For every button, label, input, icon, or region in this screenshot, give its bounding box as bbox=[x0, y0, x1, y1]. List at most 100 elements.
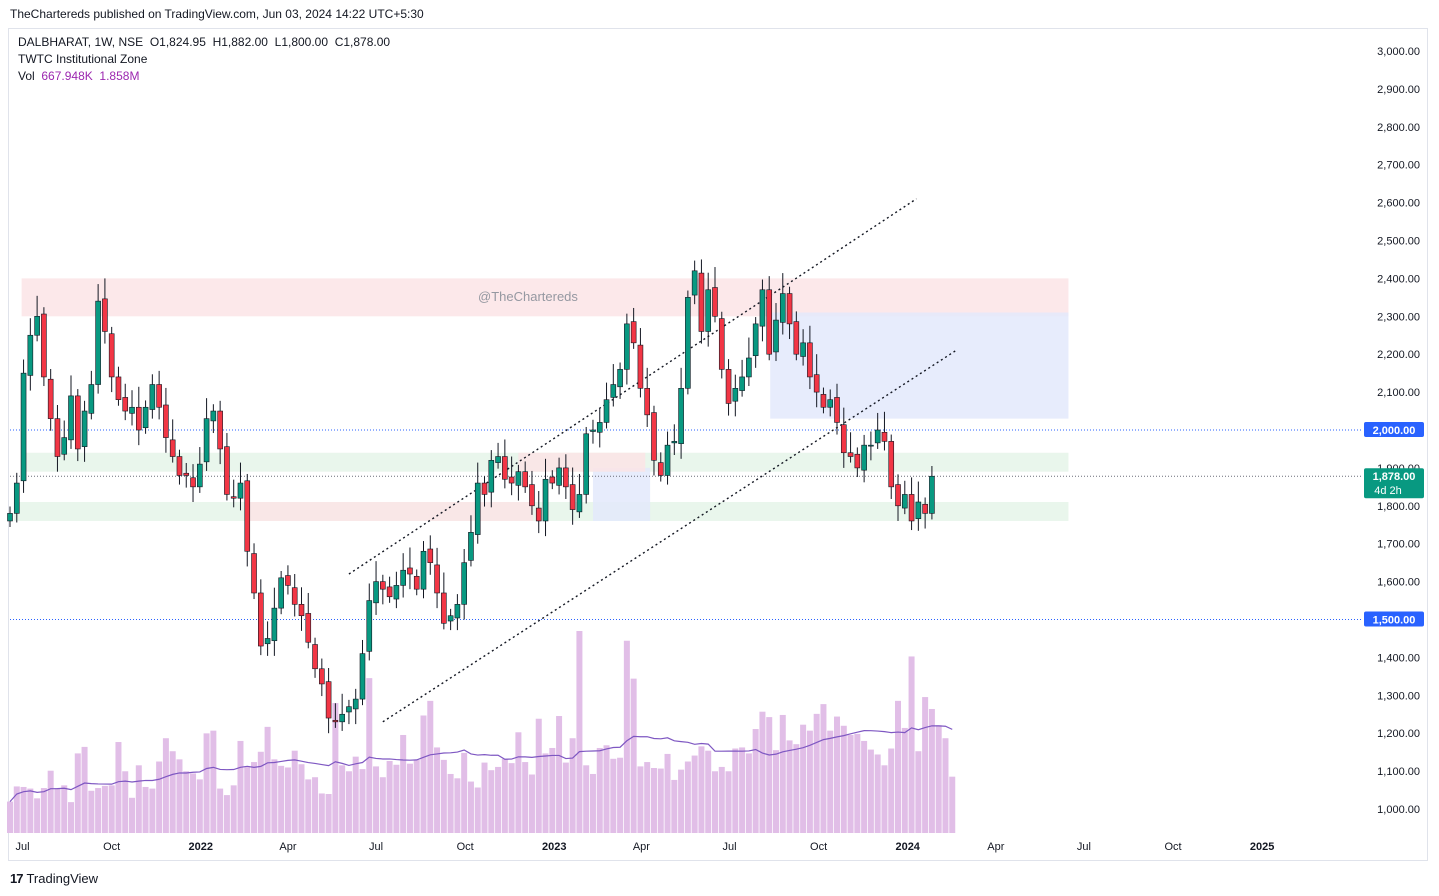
volume-bar bbox=[928, 708, 935, 833]
volume-bar bbox=[617, 757, 624, 833]
candle-body bbox=[441, 592, 447, 624]
chart-frame[interactable] bbox=[8, 28, 1428, 861]
candle-body bbox=[210, 410, 217, 422]
candle-body bbox=[807, 342, 813, 378]
y-tick-label: 2,800.00 bbox=[1377, 122, 1420, 134]
candle-body bbox=[461, 562, 467, 605]
volume-bar bbox=[454, 778, 461, 833]
vol-label[interactable]: Vol bbox=[18, 69, 35, 83]
volume-bar bbox=[366, 678, 373, 833]
volume-bar bbox=[373, 766, 380, 833]
candle-body bbox=[271, 607, 278, 642]
volume-bar bbox=[318, 793, 325, 833]
volume-bar bbox=[603, 745, 610, 833]
volume-bar bbox=[569, 738, 576, 833]
close-value: 1,878.00 bbox=[343, 35, 391, 49]
candle-body bbox=[542, 478, 549, 522]
badge-2000-text: 2,000.00 bbox=[1373, 425, 1416, 437]
candle-body bbox=[74, 395, 81, 450]
volume-bar bbox=[895, 700, 902, 833]
volume-bar bbox=[176, 759, 183, 833]
candle-body bbox=[495, 456, 501, 463]
trendline-0 bbox=[348, 198, 917, 575]
candle-body bbox=[793, 321, 800, 355]
volume-bar bbox=[935, 725, 942, 833]
candle-body bbox=[888, 441, 895, 488]
volume-bar bbox=[718, 766, 725, 833]
vol-ma-value: 1.858M bbox=[99, 69, 140, 83]
volume-bar bbox=[535, 718, 542, 833]
high-value: 1,882.00 bbox=[221, 35, 268, 49]
volume-bar bbox=[793, 744, 800, 833]
volume-bar bbox=[949, 776, 956, 833]
volume-bar bbox=[68, 802, 75, 833]
volume-bar bbox=[637, 766, 644, 833]
y-tick-label: 3,000.00 bbox=[1377, 46, 1420, 58]
candle-body bbox=[278, 577, 284, 609]
candle-body bbox=[81, 410, 88, 447]
volume-bar bbox=[461, 752, 468, 833]
volume-bar bbox=[732, 748, 739, 833]
volume-bar bbox=[47, 770, 54, 833]
candle-body bbox=[7, 513, 13, 522]
indicator-name[interactable]: TWTC Institutional Zone bbox=[18, 52, 148, 66]
volume-bar bbox=[854, 733, 861, 833]
volume-bar bbox=[779, 714, 786, 833]
symbol-ohlc-row: DALBHARAT, 1W, NSE O1,824.95 H1,882.00 L… bbox=[18, 34, 390, 51]
volume-bar bbox=[901, 727, 908, 833]
price-badges: 2,000.00 1,500.00 1,878.00 4d 2h bbox=[1364, 422, 1424, 627]
volume-bar bbox=[867, 749, 874, 833]
chart-legend: DALBHARAT, 1W, NSE O1,824.95 H1,882.00 L… bbox=[18, 34, 390, 85]
horizontal-lines-layer bbox=[10, 429, 1362, 620]
y-tick-label: 2,700.00 bbox=[1377, 160, 1420, 172]
candle-body bbox=[13, 482, 20, 514]
y-tick-label: 2,300.00 bbox=[1377, 311, 1420, 323]
zone-range-5 bbox=[592, 467, 651, 521]
volume-bar bbox=[142, 786, 149, 833]
volume-bar bbox=[623, 640, 630, 833]
x-tick-label: Oct bbox=[103, 841, 120, 853]
footer: 17 TradingView bbox=[10, 871, 98, 886]
candle-body bbox=[468, 532, 474, 561]
candle-body bbox=[291, 587, 298, 605]
y-tick-label: 1,600.00 bbox=[1377, 577, 1420, 589]
symbol-line[interactable]: DALBHARAT, 1W, NSE bbox=[18, 35, 144, 49]
candle-body bbox=[88, 384, 95, 414]
candle-body bbox=[868, 444, 874, 447]
volume-bar bbox=[305, 779, 312, 833]
candle-body bbox=[664, 444, 671, 476]
volume-bar bbox=[725, 771, 732, 833]
candle-body bbox=[251, 553, 257, 594]
candle-body bbox=[474, 482, 481, 535]
volume-bar bbox=[481, 762, 488, 833]
volume-bar bbox=[488, 770, 495, 833]
candle-body bbox=[224, 446, 230, 495]
candle-body bbox=[705, 289, 712, 332]
candle-body bbox=[678, 388, 684, 444]
footer-brand[interactable]: TradingView bbox=[26, 871, 99, 886]
volume-bar bbox=[834, 716, 841, 833]
volume-ma-line bbox=[9, 725, 953, 802]
volume-bar bbox=[162, 738, 169, 833]
candle-body bbox=[352, 698, 359, 710]
tradingview-logo-icon[interactable]: 17 bbox=[10, 871, 24, 886]
volume-bar bbox=[156, 761, 163, 833]
candle-body bbox=[718, 318, 725, 370]
candle-body bbox=[515, 471, 522, 486]
candle-body bbox=[217, 410, 223, 450]
trendlines-layer bbox=[348, 198, 957, 723]
candle-body bbox=[339, 713, 345, 723]
volume-bar bbox=[806, 730, 813, 833]
candle-body bbox=[41, 313, 47, 378]
candle-body bbox=[163, 404, 169, 438]
candle-body bbox=[197, 463, 203, 488]
volume-bar bbox=[13, 786, 20, 833]
candle-body bbox=[34, 315, 40, 336]
volume-bar bbox=[359, 769, 366, 833]
volume-bar bbox=[312, 777, 319, 833]
volume-bar bbox=[101, 785, 108, 833]
low-value: 1,800.00 bbox=[281, 35, 329, 49]
candle-body bbox=[813, 374, 820, 393]
candle-body bbox=[244, 480, 251, 552]
